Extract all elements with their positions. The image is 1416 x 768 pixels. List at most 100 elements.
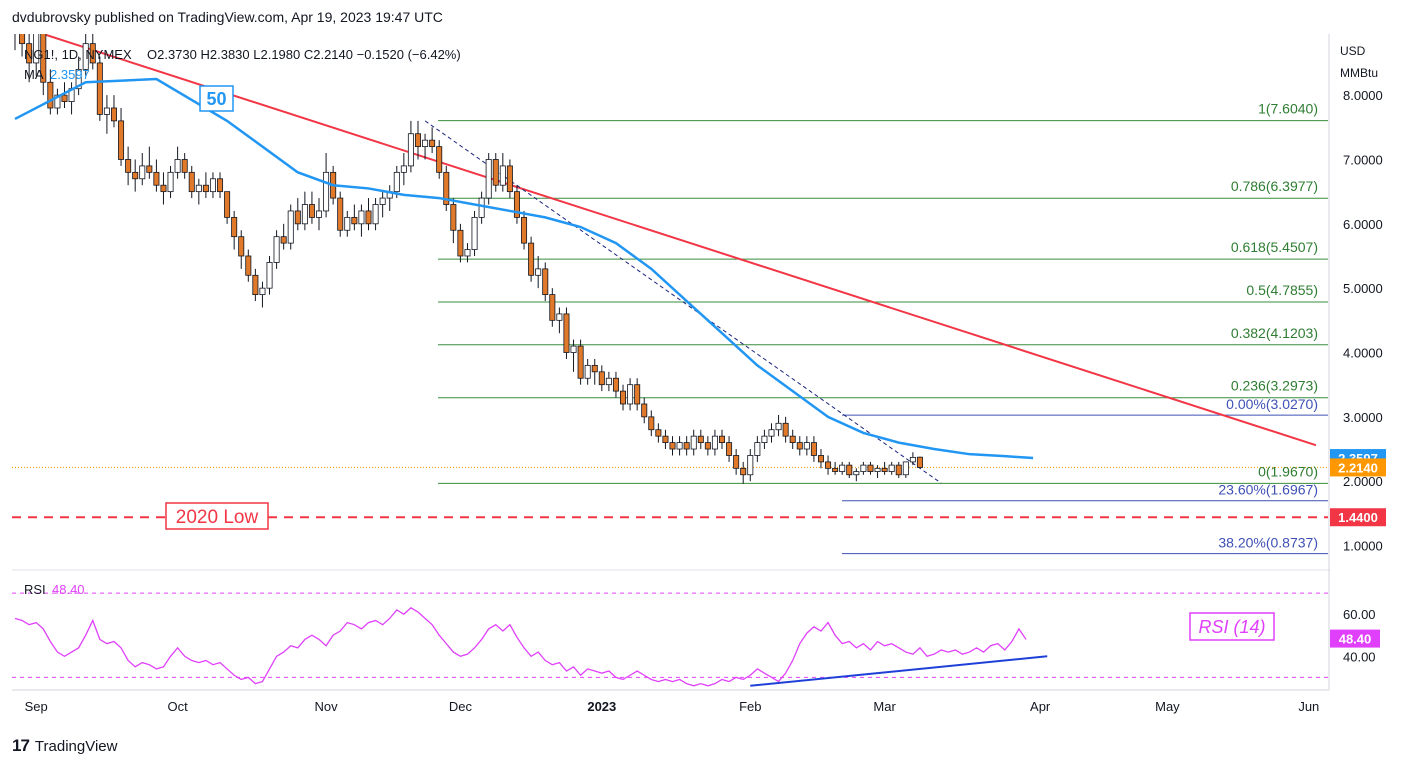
candle[interactable] — [726, 436, 733, 462]
candle[interactable] — [443, 165, 450, 211]
candle[interactable] — [761, 429, 768, 450]
candle[interactable] — [909, 452, 916, 466]
candle[interactable] — [867, 461, 874, 475]
candle[interactable] — [719, 429, 726, 450]
candle[interactable] — [895, 461, 902, 478]
candle[interactable] — [167, 165, 174, 199]
candle[interactable] — [308, 191, 315, 224]
candle[interactable] — [89, 11, 96, 70]
candle[interactable] — [188, 165, 195, 199]
candle[interactable] — [40, 24, 47, 96]
candle[interactable] — [139, 153, 146, 186]
candle[interactable] — [775, 414, 782, 437]
candle[interactable] — [563, 307, 570, 359]
candle[interactable] — [414, 120, 421, 160]
candle[interactable] — [174, 146, 181, 179]
candle[interactable] — [598, 365, 605, 392]
candle[interactable] — [556, 307, 563, 334]
candle[interactable] — [379, 191, 386, 218]
candle[interactable] — [789, 429, 796, 450]
candle[interactable] — [881, 461, 888, 475]
candle[interactable] — [655, 423, 662, 443]
candle[interactable] — [683, 436, 690, 456]
candle[interactable] — [224, 191, 231, 224]
candle[interactable] — [690, 429, 697, 456]
candle[interactable] — [733, 449, 740, 475]
candle[interactable] — [26, 31, 33, 83]
candle[interactable] — [195, 178, 202, 205]
candle[interactable] — [316, 198, 323, 231]
candle[interactable] — [754, 436, 761, 462]
candle[interactable] — [648, 410, 655, 437]
candle[interactable] — [521, 210, 528, 250]
candle[interactable] — [740, 461, 747, 484]
candle[interactable] — [697, 429, 704, 450]
candle[interactable] — [181, 153, 188, 179]
candle[interactable] — [825, 455, 832, 475]
candle[interactable] — [372, 198, 379, 231]
candle[interactable] — [217, 172, 224, 199]
candle[interactable] — [351, 204, 358, 231]
candle[interactable] — [464, 243, 471, 263]
candle[interactable] — [450, 198, 457, 244]
candle[interactable] — [535, 255, 542, 289]
candle[interactable] — [612, 371, 619, 398]
candle[interactable] — [620, 384, 627, 411]
candle[interactable] — [344, 210, 351, 237]
candle[interactable] — [478, 191, 485, 224]
candle[interactable] — [358, 204, 365, 237]
candle[interactable] — [768, 423, 775, 443]
candle[interactable] — [294, 198, 301, 231]
candle[interactable] — [75, 56, 82, 96]
candle[interactable] — [485, 153, 492, 205]
candle[interactable] — [457, 223, 464, 263]
candle[interactable] — [584, 358, 591, 385]
candle[interactable] — [817, 449, 824, 469]
candle[interactable] — [153, 159, 160, 192]
candle[interactable] — [61, 82, 68, 108]
candle[interactable] — [662, 429, 669, 450]
candle[interactable] — [245, 249, 252, 282]
candle[interactable] — [365, 198, 372, 231]
candle[interactable] — [118, 107, 125, 166]
candle[interactable] — [301, 191, 308, 231]
candle[interactable] — [860, 461, 867, 475]
candle[interactable] — [12, 0, 17, 51]
candle[interactable] — [492, 153, 499, 192]
candle[interactable] — [280, 223, 287, 250]
candle[interactable] — [160, 172, 167, 205]
candle[interactable] — [839, 461, 846, 475]
candle[interactable] — [669, 436, 676, 456]
candle[interactable] — [577, 339, 584, 385]
candle[interactable] — [747, 449, 754, 482]
candle[interactable] — [853, 468, 860, 482]
candle[interactable] — [252, 268, 259, 302]
candle[interactable] — [287, 204, 294, 250]
candle[interactable] — [528, 236, 535, 282]
candle[interactable] — [888, 461, 895, 475]
candle[interactable] — [231, 210, 238, 250]
candle[interactable] — [110, 95, 117, 128]
candle[interactable] — [605, 371, 612, 392]
candle[interactable] — [19, 5, 26, 57]
candle[interactable] — [146, 146, 153, 179]
candle[interactable] — [266, 255, 273, 295]
candle[interactable] — [429, 127, 436, 154]
candle[interactable] — [796, 436, 803, 456]
candle[interactable] — [916, 456, 923, 469]
candle[interactable] — [549, 288, 556, 327]
candle[interactable] — [832, 461, 839, 475]
candle[interactable] — [676, 436, 683, 456]
candle[interactable] — [542, 262, 549, 302]
candle[interactable] — [704, 436, 711, 456]
candle[interactable] — [33, 18, 40, 76]
candle[interactable] — [238, 230, 245, 269]
candle[interactable] — [641, 397, 648, 424]
candle[interactable] — [125, 146, 132, 186]
candle[interactable] — [82, 31, 89, 76]
candle[interactable] — [400, 153, 407, 186]
candle[interactable] — [132, 159, 139, 192]
candle[interactable] — [506, 159, 513, 199]
candle[interactable] — [103, 95, 110, 134]
candle[interactable] — [422, 133, 429, 160]
